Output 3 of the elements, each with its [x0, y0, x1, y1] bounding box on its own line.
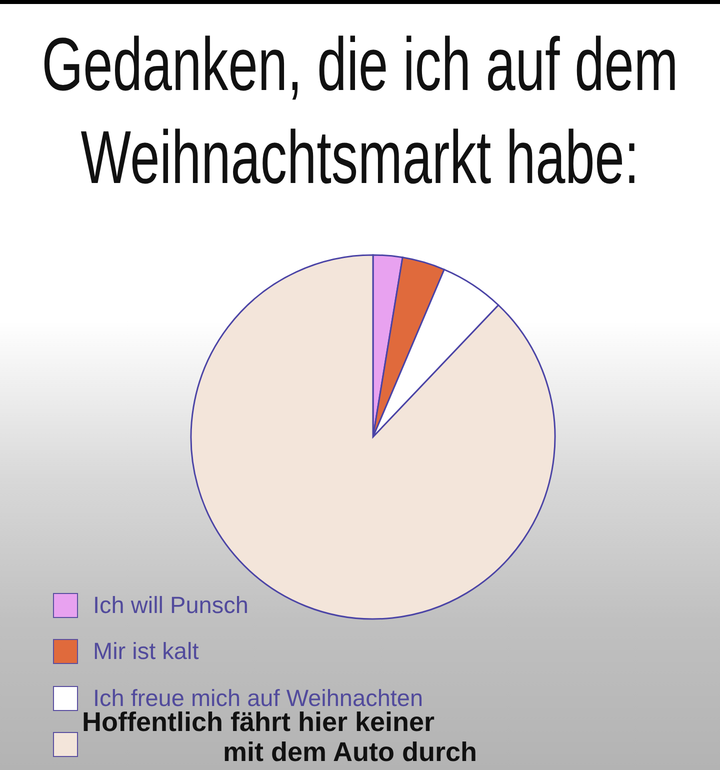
legend-label: Ich will Punsch [93, 592, 248, 619]
legend-label: Mir ist kalt [93, 638, 199, 666]
chart-title: Gedanken, die ich auf dem Weihnachtsmarkt habe: [40, 21, 680, 201]
